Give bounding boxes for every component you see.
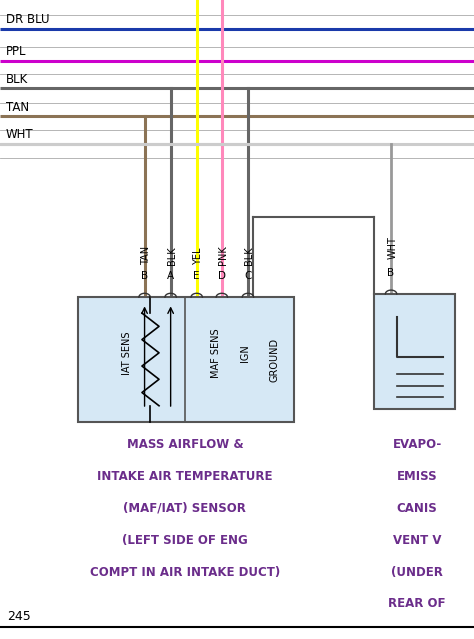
Text: (LEFT SIDE OF ENG: (LEFT SIDE OF ENG [122, 534, 248, 546]
Text: BLK: BLK [244, 247, 255, 265]
Text: IGN: IGN [240, 344, 250, 362]
Text: IAT SENS: IAT SENS [122, 331, 132, 375]
Text: COMPT IN AIR INTAKE DUCT): COMPT IN AIR INTAKE DUCT) [90, 566, 280, 578]
Text: MAF SENS: MAF SENS [210, 328, 221, 378]
Text: DR BLU: DR BLU [6, 13, 49, 26]
Text: BLK: BLK [167, 247, 177, 265]
Bar [0, 102, 474, 130]
Text: PPL: PPL [6, 45, 26, 58]
Text: A: A [167, 271, 174, 281]
Text: C: C [244, 271, 252, 281]
Bar [0, 130, 474, 157]
Text: BLK: BLK [6, 73, 28, 86]
Text: MASS AIRFLOW &: MASS AIRFLOW & [127, 438, 243, 450]
Text: WHT: WHT [6, 128, 33, 141]
Text: EMISS: EMISS [397, 470, 438, 482]
Bar [0, 15, 474, 42]
Text: D: D [218, 271, 226, 281]
Bar [78, 297, 294, 422]
Text: E: E [193, 271, 200, 281]
Text: B: B [387, 268, 395, 278]
Text: 245: 245 [7, 610, 31, 623]
Text: YEL: YEL [193, 248, 203, 265]
Bar [374, 294, 455, 409]
Text: REAR OF: REAR OF [388, 597, 446, 610]
Text: CANIS: CANIS [397, 502, 438, 514]
Text: GROUND: GROUND [269, 337, 279, 381]
Text: B: B [141, 271, 148, 281]
Text: INTAKE AIR TEMPERATURE: INTAKE AIR TEMPERATURE [97, 470, 273, 482]
Text: (MAF/IAT) SENSOR: (MAF/IAT) SENSOR [123, 502, 246, 514]
Bar [0, 74, 474, 102]
Text: PNK: PNK [218, 245, 228, 265]
Text: WHT: WHT [387, 236, 398, 259]
Text: TAN: TAN [6, 101, 29, 114]
Text: EVAPO-: EVAPO- [392, 438, 442, 450]
Text: (UNDER: (UNDER [391, 566, 443, 578]
Text: TAN: TAN [141, 246, 151, 265]
Bar [0, 47, 474, 74]
Text: VENT V: VENT V [393, 534, 441, 546]
